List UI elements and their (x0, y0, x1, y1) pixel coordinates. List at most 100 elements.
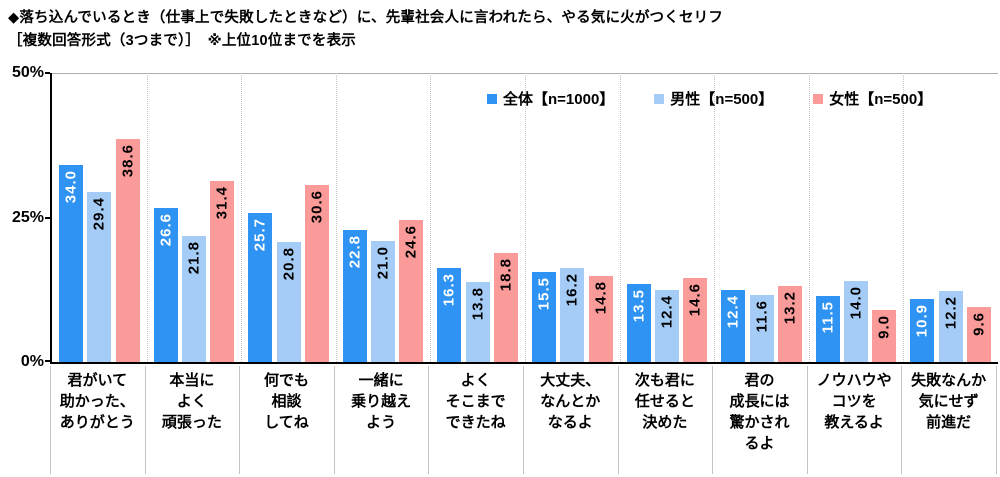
x-axis-category-label: 大丈夫、 なんとか なるよ (540, 372, 601, 431)
bar-value-label: 9.6 (970, 311, 988, 336)
x-axis-category-label: 君がいて 助かった、 ありがとう (59, 372, 135, 431)
bar-value-label: 16.3 (440, 272, 458, 306)
bar-value-label: 15.5 (535, 277, 553, 311)
legend-item-total: 全体【n=1000】 (487, 88, 614, 109)
bar: 11.5 (815, 295, 840, 362)
bar-value-label: 30.6 (308, 190, 326, 224)
bar: 38.6 (115, 138, 140, 362)
bar: 13.5 (626, 283, 651, 362)
bar: 12.4 (721, 290, 746, 362)
label-area-separator (428, 366, 430, 474)
legend-item-female: 女性【n=500】 (813, 88, 932, 109)
bar: 18.8 (494, 253, 518, 362)
legend-label-female: 女性【n=500】 (829, 91, 933, 108)
x-axis-category-label: 次も君に 任せると 決めた (634, 372, 695, 431)
y-axis-label-50: 50% (11, 64, 44, 81)
bar: 15.5 (532, 272, 556, 362)
x-axis-labels: 君がいて 助かった、 ありがとう 本当に よく 頑張った 何でも 相談 してね 一緒に… (50, 370, 996, 477)
bar-value-label: 22.8 (346, 235, 364, 269)
label-area-separator (901, 366, 903, 474)
bar: 20.8 (276, 241, 301, 362)
bar-value-label: 38.6 (119, 143, 137, 178)
bar-value-label: 12.4 (658, 295, 676, 329)
bar: 25.7 (248, 213, 273, 362)
group-separator (335, 73, 337, 362)
group-separator (241, 73, 243, 362)
bar: 12.4 (654, 290, 679, 362)
group-separator (714, 73, 716, 362)
label-area-separator (333, 366, 335, 474)
x-axis-category-label: よく そこまで できたね (445, 372, 506, 431)
bar-value-label: 18.8 (497, 258, 515, 292)
y-axis-tick-50 (45, 72, 50, 74)
label-area-separator (617, 366, 619, 474)
bar-value-label: 11.6 (753, 299, 770, 333)
bar-value-label: 21.0 (374, 245, 392, 279)
bar: 9.6 (967, 306, 991, 362)
x-axis-category-label: 失敗なんか 気にせず 前進だ (911, 372, 987, 431)
group-separator (146, 73, 148, 362)
bar: 11.6 (749, 294, 774, 362)
bar: 26.6 (153, 208, 178, 362)
bar: 12.2 (938, 291, 963, 362)
bar: 34.0 (59, 165, 83, 362)
bar-value-label: 10.9 (913, 304, 931, 338)
legend-swatch-female (813, 93, 824, 104)
bar-value-label: 13.8 (469, 287, 487, 321)
label-area-separator (239, 366, 241, 474)
x-axis-category-label: 何でも 相談 してね (263, 372, 309, 431)
chart-title: ◆落ち込んでいるとき（仕事上で失敗したときなど）に、先輩社会人に言われたら、やる… (8, 10, 724, 26)
x-axis-category-label: ノウハウや コツを 教えるよ (816, 372, 892, 431)
label-area-separator (523, 366, 524, 474)
legend-swatch-total (487, 93, 497, 104)
bar: 13.8 (465, 282, 490, 362)
bar-value-label: 16.2 (563, 273, 581, 307)
bar: 22.8 (342, 230, 367, 362)
y-axis-label-25: 25% (11, 209, 44, 226)
bar: 16.2 (560, 268, 585, 362)
bar: 14.8 (588, 276, 613, 362)
y-axis-tick-0 (45, 360, 50, 362)
bar: 9.0 (872, 309, 897, 362)
y-axis-tick-25 (45, 216, 50, 219)
bar: 30.6 (304, 185, 329, 362)
group-separator (525, 73, 526, 362)
x-axis-category-label: 君の 成長には 驚かされ るよ (729, 372, 790, 452)
bar: 10.9 (910, 299, 935, 362)
label-area-separator (996, 366, 997, 474)
bar-value-label: 26.6 (157, 213, 175, 247)
label-area-separator (144, 366, 146, 474)
bar-value-label: 14.0 (847, 286, 865, 320)
bar-value-label: 31.4 (213, 185, 231, 219)
bar: 13.2 (777, 285, 802, 362)
bar-value-label: 13.2 (781, 290, 799, 324)
bar-value-label: 21.8 (185, 241, 203, 275)
bar-value-label: 20.8 (280, 246, 297, 280)
bar: 21.0 (371, 240, 396, 362)
plot-area: 34.0 29.4 38.6 26.6 21.8 31.4 25.7 20.8 30.6 22.8… (45, 72, 998, 364)
legend-swatch-male (654, 93, 665, 104)
legend-label-male: 男性【n=500】 (670, 91, 774, 108)
bar-value-label: 34.0 (62, 170, 80, 204)
group-separator (430, 73, 432, 362)
bar: 31.4 (210, 180, 235, 362)
bar-value-label: 24.6 (402, 224, 420, 259)
label-area-separator (712, 366, 714, 474)
bar-value-label: 12.4 (724, 295, 742, 329)
bar-value-label: 29.4 (90, 197, 108, 231)
group-separator (619, 73, 621, 362)
legend-label-total: 全体【n=1000】 (503, 91, 615, 108)
legend: 全体【n=1000】 男性【n=500】 女性【n=500】 (487, 88, 932, 109)
bar: 14.6 (683, 277, 708, 362)
bar-value-label: 13.5 (630, 288, 648, 323)
bar-value-label: 11.5 (819, 300, 837, 333)
bar: 24.6 (399, 219, 424, 362)
group-separator (903, 73, 905, 362)
label-area-separator (806, 366, 808, 474)
chart-subtitle: ［複数回答形式（3つまで）］ ※上位10位までを表示 (8, 33, 356, 49)
bar-value-label: 25.7 (251, 218, 269, 252)
bar: 16.3 (437, 267, 462, 362)
legend-item-male: 男性【n=500】 (654, 88, 773, 109)
group-separator (808, 73, 810, 362)
